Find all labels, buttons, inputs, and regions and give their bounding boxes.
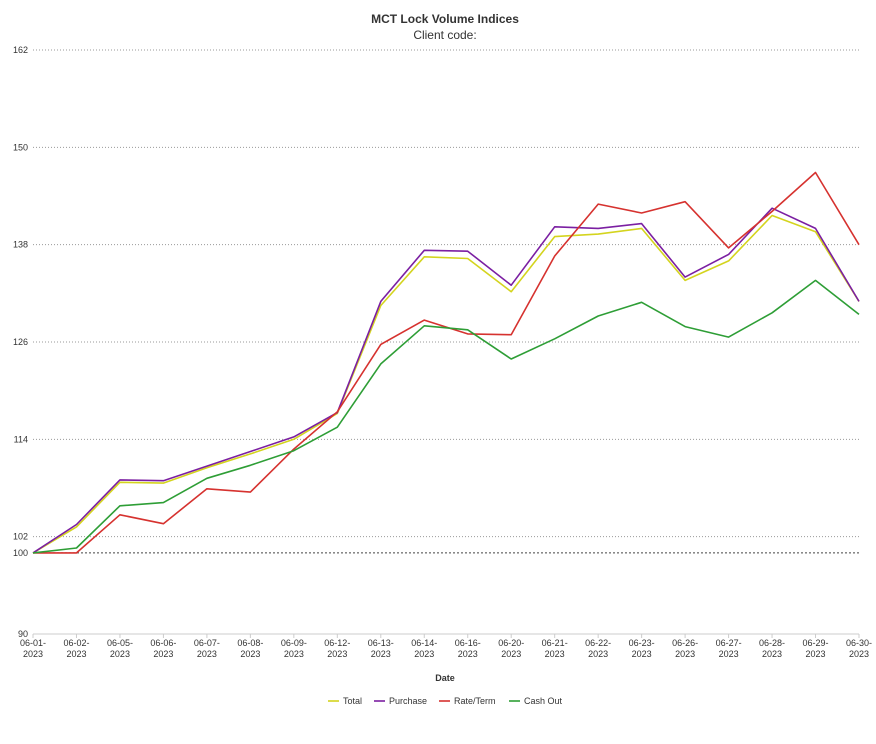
series-lines (32, 171, 860, 554)
x-tick-label: 06-16-2023 (455, 638, 481, 659)
x-tick-label: 06-23-2023 (629, 638, 655, 659)
legend-item-total[interactable]: Total (328, 696, 362, 706)
x-tick-label: 06-14-2023 (411, 638, 437, 659)
x-tick-label: 06-05-2023 (107, 638, 133, 659)
series-line-total (32, 214, 860, 554)
y-tick-label: 102 (13, 532, 28, 542)
x-tick-label: 06-01-2023 (20, 638, 46, 659)
x-tick-label: 06-28-2023 (759, 638, 785, 659)
x-axis-ticks: 06-01-2023 06-02-2023 06-05-2023 06-06-2023… (20, 634, 872, 659)
x-tick-label: 06-09-2023 (281, 638, 307, 659)
x-tick-label: 06-02-2023 (63, 638, 89, 659)
x-tick-label: 06-21-2023 (542, 638, 568, 659)
chart-title: MCT Lock Volume Indices (371, 12, 519, 26)
legend-label: Purchase (389, 696, 427, 706)
x-tick-label: 06-13-2023 (368, 638, 394, 659)
series-line-purchase (32, 207, 860, 554)
legend-label: Rate/Term (454, 696, 496, 706)
x-axis-title: Date (435, 673, 455, 683)
legend-item-cash-out[interactable]: Cash Out (509, 696, 563, 706)
y-tick-label: 150 (13, 142, 28, 152)
x-tick-label: 06-22-2023 (585, 638, 611, 659)
legend-item-rate-term[interactable]: Rate/Term (439, 696, 496, 706)
legend-label: Cash Out (524, 696, 563, 706)
x-tick-label: 06-29-2023 (803, 638, 829, 659)
x-tick-label: 06-06-2023 (150, 638, 176, 659)
y-tick-label: 114 (14, 434, 28, 444)
x-tick-label: 06-20-2023 (498, 638, 524, 659)
y-tick-label: 126 (13, 337, 28, 347)
x-tick-label: 06-27-2023 (716, 638, 742, 659)
legend-label: Total (343, 696, 362, 706)
x-tick-label: 06-12-2023 (324, 638, 350, 659)
x-tick-label: 06-08-2023 (237, 638, 263, 659)
y-tick-label: 138 (13, 240, 28, 250)
y-axis-ticks: 90 100 102 114 126 138 150 162 (13, 45, 28, 639)
legend: Total Purchase Rate/Term Cash Out (328, 696, 563, 706)
chart-subtitle: Client code: (413, 28, 476, 42)
series-line-rate-term (33, 171, 860, 554)
x-tick-label: 06-07-2023 (194, 638, 220, 659)
x-tick-label: 06-26-2023 (672, 638, 698, 659)
gridlines (33, 49, 859, 635)
legend-item-purchase[interactable]: Purchase (374, 696, 427, 706)
y-tick-label: 100 (13, 548, 28, 558)
y-tick-label: 162 (13, 45, 28, 55)
x-tick-label: 06-30-2023 (846, 638, 872, 659)
y-tick-label: 90 (18, 629, 28, 639)
series-line-cash-out (32, 279, 860, 554)
